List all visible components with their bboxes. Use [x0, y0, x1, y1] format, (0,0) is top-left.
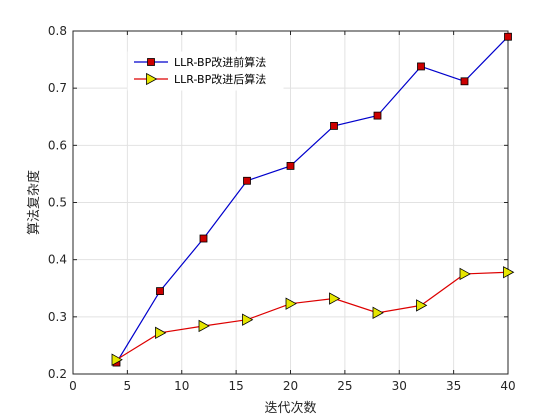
- x-tick-label: 25: [337, 379, 352, 393]
- data-point: [285, 297, 297, 310]
- x-tick-label: 35: [446, 379, 461, 393]
- data-point: [416, 299, 428, 312]
- data-point: [198, 319, 210, 333]
- data-point: [503, 266, 515, 279]
- y-tick-labels: 0.2 0.3 0.4 0.5 0.6 0.7 0.8: [48, 24, 67, 381]
- x-tick-label: 10: [174, 379, 189, 393]
- y-tick-label: 0.4: [48, 253, 67, 267]
- series-2: [111, 266, 515, 366]
- data-point: [373, 111, 382, 120]
- series-line: [116, 271, 509, 361]
- data-point: [111, 353, 123, 366]
- legend-marker: [146, 72, 158, 86]
- y-tick-label: 0.3: [48, 310, 67, 324]
- x-tick-label: 30: [392, 379, 407, 393]
- data-point: [286, 162, 295, 170]
- legend-label: LLR-BP改进前算法: [174, 55, 266, 69]
- data-point: [243, 176, 251, 185]
- data-point: [460, 77, 469, 86]
- x-tick-label: 20: [283, 379, 298, 393]
- x-tick-label: 0: [69, 379, 77, 393]
- y-tick-label: 0.2: [48, 367, 67, 381]
- legend-marker: [147, 58, 155, 66]
- y-tick-label: 0.8: [48, 24, 67, 38]
- y-tick-label: 0.6: [48, 138, 67, 152]
- data-point: [330, 121, 338, 130]
- legend-label: LLR-BP改进后算法: [174, 72, 266, 86]
- x-tick-labels: 0 5 10 15 20 25 30 35 40: [69, 379, 515, 393]
- x-tick-label: 15: [228, 379, 243, 393]
- legend: LLR-BP改进前算法 LLR-BP改进后算法: [127, 51, 284, 91]
- series-1: [112, 32, 512, 367]
- data-point: [155, 326, 167, 340]
- y-tick-label: 0.5: [48, 196, 67, 210]
- data-point: [199, 234, 208, 243]
- x-axis-label: 迭代次数: [264, 400, 316, 416]
- data-point: [504, 32, 512, 41]
- data-point: [329, 292, 341, 305]
- data-point: [242, 313, 254, 326]
- y-tick-label: 0.7: [48, 81, 67, 95]
- series-layer: [111, 32, 515, 367]
- data-point: [459, 267, 471, 281]
- x-tick-label: 40: [500, 379, 515, 393]
- data-point: [372, 306, 384, 320]
- y-axis-label: 算法复杂度: [26, 170, 42, 235]
- data-point: [417, 62, 425, 71]
- series-line: [115, 36, 509, 363]
- x-tick-label: 5: [124, 379, 132, 393]
- data-point: [156, 287, 164, 296]
